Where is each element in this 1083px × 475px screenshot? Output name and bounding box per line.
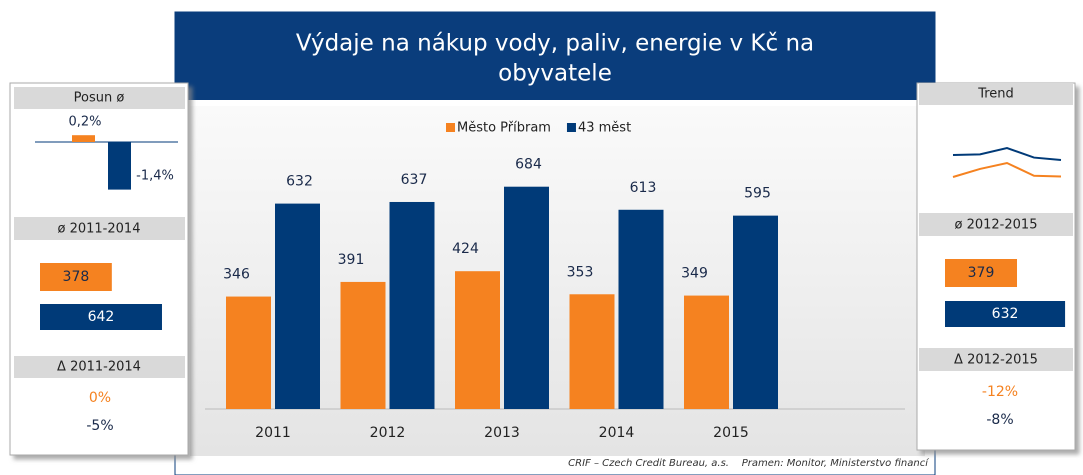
panel-header bbox=[919, 348, 1073, 371]
panel-header-text: Posun ø bbox=[74, 91, 125, 106]
change-value: -5% bbox=[86, 418, 113, 434]
data-label: 684 bbox=[515, 157, 542, 173]
average-value: 642 bbox=[88, 309, 115, 325]
shift-bar bbox=[72, 135, 95, 142]
panel-header-text: Δ 2012-2015 bbox=[954, 353, 1038, 368]
data-label: 632 bbox=[286, 174, 313, 190]
data-label: 346 bbox=[223, 267, 250, 283]
change-value: 0% bbox=[89, 390, 111, 406]
chart-title: obyvatele bbox=[498, 61, 612, 87]
x-tick-label: 2014 bbox=[599, 425, 635, 441]
average-value: 632 bbox=[992, 306, 1019, 322]
panel-header-text: Δ 2011-2014 bbox=[57, 360, 141, 375]
chart-title: Výdaje na nákup vody, paliv, energie v K… bbox=[296, 31, 814, 57]
data-label: 595 bbox=[744, 186, 771, 202]
average-box bbox=[40, 263, 112, 291]
bar bbox=[389, 201, 435, 409]
panel-header-text: Trend bbox=[977, 87, 1014, 102]
x-tick-label: 2012 bbox=[370, 425, 406, 441]
trend-line bbox=[952, 146, 1062, 161]
x-tick-label: 2015 bbox=[713, 425, 749, 441]
shift-bar bbox=[108, 142, 131, 190]
panel-header bbox=[14, 87, 185, 109]
bar bbox=[733, 215, 778, 409]
legend-swatch bbox=[446, 123, 455, 132]
panel-header bbox=[919, 213, 1073, 236]
data-label: 391 bbox=[338, 252, 365, 268]
bar bbox=[504, 186, 549, 409]
panel-header-text: ø 2012-2015 bbox=[955, 218, 1038, 233]
average-value: 379 bbox=[968, 265, 995, 281]
data-label: 353 bbox=[567, 264, 594, 280]
shift-label: -1,4% bbox=[136, 169, 174, 184]
legend-label: Město Příbram bbox=[457, 121, 551, 136]
legend-label: 43 měst bbox=[578, 121, 631, 136]
panel-header bbox=[14, 217, 185, 240]
bar bbox=[275, 203, 320, 409]
average-value: 378 bbox=[63, 269, 90, 285]
legend-swatch bbox=[566, 123, 576, 132]
panel-header bbox=[14, 356, 185, 378]
average-box bbox=[945, 301, 1066, 327]
data-label: 424 bbox=[452, 241, 479, 257]
panel-header bbox=[919, 83, 1073, 105]
panel-header-text: ø 2011-2014 bbox=[58, 222, 141, 237]
x-tick-label: 2013 bbox=[484, 425, 520, 441]
bar bbox=[340, 281, 386, 409]
data-label: 613 bbox=[630, 180, 657, 196]
average-box bbox=[40, 304, 162, 330]
bar bbox=[455, 271, 500, 409]
bar bbox=[569, 294, 615, 409]
change-value: -8% bbox=[986, 412, 1013, 428]
data-label: 637 bbox=[401, 172, 428, 188]
source: CRIF – Czech Credit Bureau, a.s. Pramen:… bbox=[568, 457, 929, 469]
average-box bbox=[945, 259, 1018, 287]
bar bbox=[226, 296, 271, 409]
x-tick-label: 2011 bbox=[255, 425, 291, 441]
shift-label: 0,2% bbox=[68, 115, 101, 130]
change-value: -12% bbox=[982, 384, 1018, 400]
data-label: 349 bbox=[681, 266, 708, 282]
title-band bbox=[175, 12, 935, 100]
bar bbox=[684, 295, 729, 409]
bar bbox=[618, 209, 664, 409]
trend-line bbox=[952, 161, 1062, 178]
